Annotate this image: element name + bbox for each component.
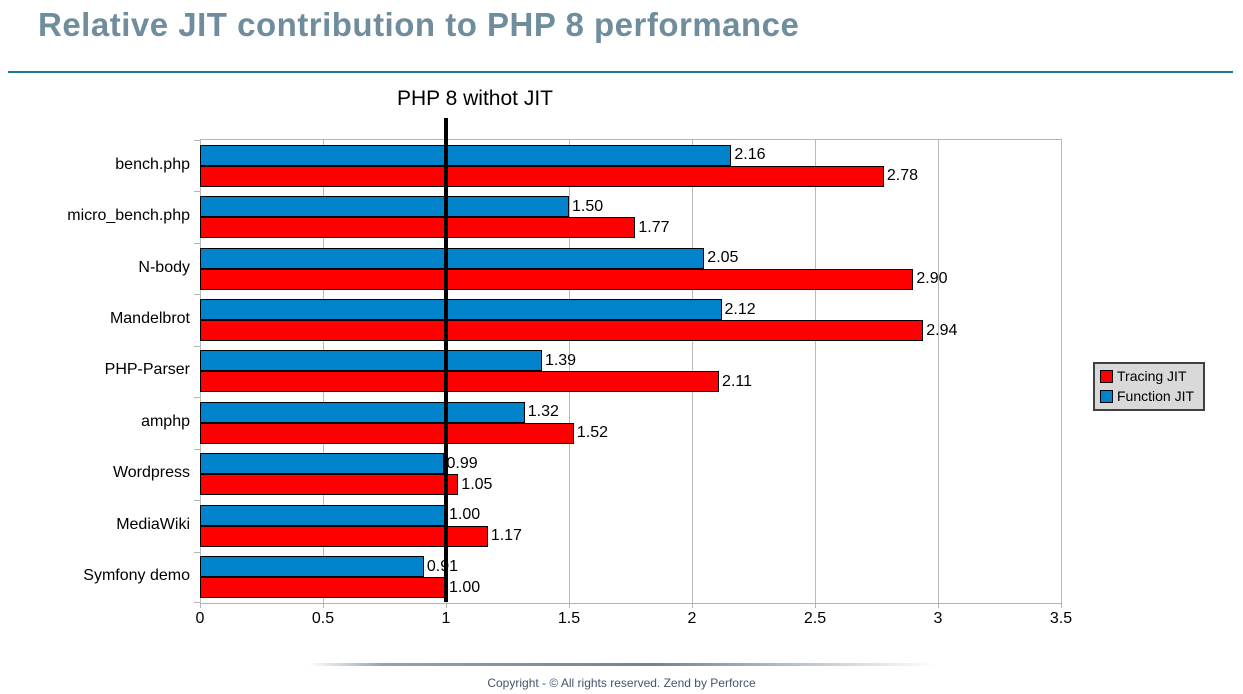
x-axis-tick bbox=[937, 603, 939, 608]
bar-tracing-jit: 2.90 bbox=[200, 268, 948, 290]
footer-divider bbox=[308, 663, 936, 666]
bar-function-jit: 2.12 bbox=[200, 299, 756, 321]
category-label: Symfony demo bbox=[83, 567, 190, 585]
x-tick-label: 3.5 bbox=[1049, 610, 1073, 627]
bar-value-label: 1.50 bbox=[572, 197, 604, 215]
bar-group: 0.99 1.05 bbox=[200, 449, 1061, 500]
y-axis-tick bbox=[194, 552, 200, 553]
legend-item-function-jit: Function JIT bbox=[1100, 388, 1194, 404]
category-label: PHP-Parser bbox=[104, 361, 190, 379]
x-axis-tick bbox=[691, 603, 693, 608]
page-title: Relative JIT contribution to PHP 8 perfo… bbox=[38, 6, 800, 43]
y-axis-tick bbox=[194, 346, 200, 347]
gridline bbox=[814, 140, 816, 603]
x-axis-tick bbox=[322, 603, 324, 608]
x-axis-tick bbox=[445, 603, 447, 608]
bar-function-jit: 1.32 bbox=[200, 401, 559, 423]
x-tick-label: 2.5 bbox=[803, 610, 827, 627]
bar-value-label: 0.91 bbox=[426, 557, 458, 575]
bar-tracing-jit: 1.17 bbox=[200, 525, 522, 547]
bar-value-label: 1.77 bbox=[638, 218, 670, 236]
x-tick-label: 3 bbox=[933, 610, 943, 627]
category-label: Mandelbrot bbox=[109, 310, 190, 328]
bar-value-label: 0.99 bbox=[446, 454, 478, 472]
y-axis-tick bbox=[194, 500, 200, 501]
x-tick-label: 1 bbox=[441, 610, 451, 627]
bar-value-label: 1.39 bbox=[544, 351, 577, 369]
bar-group: 2.16 2.78 bbox=[200, 140, 1061, 191]
bar-value-label: 1.32 bbox=[527, 403, 559, 421]
bar-value-label: 1.05 bbox=[461, 475, 493, 493]
bar-value-label: 1.17 bbox=[490, 527, 522, 545]
x-tick-label: 1.5 bbox=[557, 610, 581, 627]
bar-group: 0.91 1.00 bbox=[200, 552, 1061, 603]
gridline bbox=[937, 140, 939, 603]
bar-value-label: 1.00 bbox=[449, 506, 481, 524]
plot-area: 2.16 2.78 1.50 1.77 2.05 2.90 2.12 2.94 1.39 2.11… bbox=[194, 139, 1062, 608]
category-label: amphp bbox=[141, 412, 190, 430]
bar-group: 1.39 2.11 bbox=[200, 346, 1061, 397]
bar-function-jit: 1.50 bbox=[200, 196, 603, 218]
bar-value-label: 2.94 bbox=[926, 321, 958, 339]
reference-line bbox=[444, 118, 448, 602]
bar-value-label: 1.00 bbox=[449, 578, 481, 596]
bar-group: 1.32 1.52 bbox=[200, 397, 1061, 448]
y-axis-tick bbox=[194, 294, 200, 295]
bar-group: 1.50 1.77 bbox=[200, 191, 1061, 242]
tracing-jit-swatch bbox=[1100, 369, 1113, 383]
bar-group: 1.00 1.17 bbox=[200, 500, 1061, 551]
category-label: micro_bench.php bbox=[67, 207, 190, 225]
category-label: bench.php bbox=[115, 155, 190, 173]
bar-function-jit: 1.00 bbox=[200, 504, 480, 526]
bar-value-label: 2.16 bbox=[734, 146, 766, 164]
y-axis-tick bbox=[194, 449, 200, 450]
x-axis-tick bbox=[199, 603, 201, 608]
y-axis-tick bbox=[194, 243, 200, 244]
header-divider bbox=[8, 71, 1233, 73]
bar-group: 2.12 2.94 bbox=[200, 294, 1061, 345]
bar-tracing-jit: 2.94 bbox=[200, 320, 957, 342]
function-jit-swatch bbox=[1100, 389, 1113, 403]
bar-tracing-jit: 1.00 bbox=[200, 577, 480, 599]
y-axis-tick bbox=[194, 602, 200, 603]
bar-tracing-jit: 1.05 bbox=[200, 474, 492, 496]
bar-group: 2.05 2.90 bbox=[200, 243, 1061, 294]
x-tick-label: 0.5 bbox=[311, 610, 335, 627]
bar-value-label: 1.52 bbox=[576, 424, 609, 442]
bar-tracing-jit: 1.52 bbox=[200, 422, 608, 444]
legend: Tracing JIT Function JIT bbox=[1093, 362, 1206, 411]
bar-function-jit: 2.05 bbox=[200, 247, 738, 269]
y-axis-tick bbox=[194, 191, 200, 192]
y-axis-tick bbox=[194, 397, 200, 398]
bar-value-label: 2.12 bbox=[724, 300, 756, 318]
x-axis-tick bbox=[814, 603, 816, 608]
legend-item-tracing-jit: Tracing JIT bbox=[1100, 368, 1194, 384]
bar-tracing-jit: 1.77 bbox=[200, 217, 670, 239]
y-axis-tick bbox=[194, 140, 200, 141]
bar-tracing-jit: 2.78 bbox=[200, 165, 918, 187]
bar-function-jit: 1.39 bbox=[200, 350, 576, 372]
x-axis-tick bbox=[1060, 603, 1062, 608]
category-label: Wordpress bbox=[112, 464, 190, 482]
bar-value-label: 2.05 bbox=[707, 249, 739, 267]
x-tick-label: 0 bbox=[195, 610, 205, 627]
legend-label-tracing-jit: Tracing JIT bbox=[1117, 368, 1187, 384]
legend-label-function-jit: Function JIT bbox=[1117, 388, 1195, 404]
x-tick-label: 2 bbox=[687, 610, 697, 627]
category-label: N-body bbox=[138, 258, 190, 276]
x-axis-tick bbox=[568, 603, 570, 608]
gridline bbox=[1060, 140, 1062, 603]
category-label: MediaWiki bbox=[116, 515, 190, 533]
reference-line-label: PHP 8 withot JIT bbox=[396, 87, 554, 110]
bar-function-jit: 0.99 bbox=[200, 453, 478, 475]
bar-value-label: 2.90 bbox=[916, 270, 948, 288]
bar-tracing-jit: 2.11 bbox=[200, 371, 752, 393]
copyright-text: Copyright - © All rights reserved. Zend … bbox=[487, 676, 756, 690]
bar-function-jit: 0.91 bbox=[200, 556, 458, 578]
category-axis: bench.php micro_bench.php N-body Mandelbrot… bbox=[0, 139, 190, 602]
bar-function-jit: 2.16 bbox=[200, 144, 766, 166]
bar-value-label: 2.11 bbox=[722, 372, 752, 390]
bar-value-label: 2.78 bbox=[886, 167, 919, 185]
